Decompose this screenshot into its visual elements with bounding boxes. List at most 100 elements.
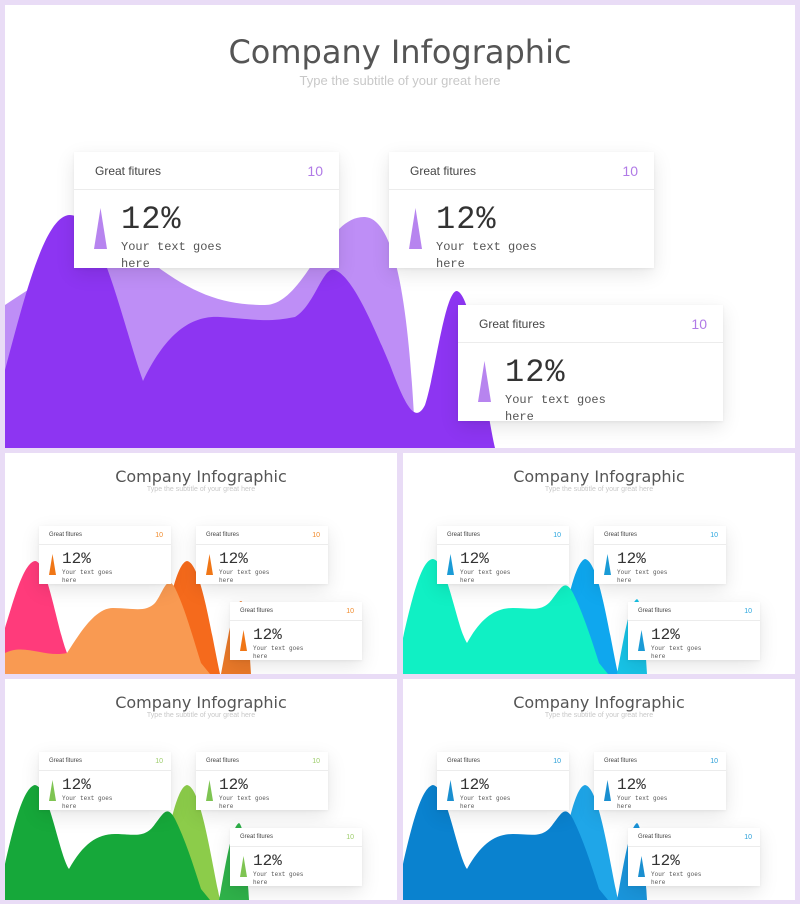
card-percent: 12% [436, 201, 497, 238]
card-label: Great fitures [49, 758, 83, 764]
card-text: Your text goes here [460, 795, 511, 810]
card-label: Great fitures [604, 532, 638, 538]
card-label: Great fitures [638, 834, 672, 840]
card-number: 10 [307, 162, 323, 179]
card-percent: 12% [617, 550, 646, 568]
card-label: Great fitures [638, 608, 672, 614]
stat-card: Great fitures 10 12% Your text goes here [628, 602, 760, 660]
wave-back [5, 561, 75, 674]
card-header: Great fitures 10 [230, 602, 362, 621]
card-label: Great fitures [95, 163, 162, 178]
card-text: Your text goes here [651, 645, 702, 660]
slide-subtitle: Type the subtitle of your great here [299, 73, 501, 88]
card-number: 10 [553, 757, 561, 765]
card-number: 10 [744, 607, 752, 615]
triangle-marker-icon [49, 554, 56, 575]
card-text: Your text goes here [219, 795, 270, 810]
card-percent: 12% [651, 626, 680, 644]
slide-blue: Company Infographic Type the subtitle of… [403, 679, 795, 900]
card-number: 10 [691, 315, 707, 332]
card-header: Great fitures 10 [628, 828, 760, 847]
card-number: 10 [744, 833, 752, 841]
card-header: Great fitures 10 [458, 305, 723, 343]
card-number: 10 [155, 531, 163, 539]
stat-card: Great fitures 10 12% Your text goes here [74, 152, 339, 271]
card-percent: 12% [460, 776, 489, 794]
card-number: 10 [312, 531, 320, 539]
slide-subtitle: Type the subtitle of your great here [544, 712, 654, 719]
triangle-marker-icon [94, 208, 107, 249]
slide-subtitle: Type the subtitle of your great here [146, 486, 256, 493]
card-percent: 12% [253, 852, 282, 870]
slide-title: Company Infographic [115, 467, 287, 486]
slide-subtitle: Type the subtitle of your great here [146, 712, 256, 719]
card-percent: 12% [460, 550, 489, 568]
card-percent: 12% [219, 776, 248, 794]
card-text: Your text goes here [505, 393, 606, 424]
card-label: Great fitures [240, 834, 274, 840]
stat-card: Great fitures 10 12% Your text goes here [196, 752, 328, 810]
triangle-marker-icon [206, 780, 213, 801]
triangle-marker-icon [604, 554, 611, 575]
wave-front [403, 559, 608, 674]
card-number: 10 [553, 531, 561, 539]
stat-card: Great fitures 10 12% Your text goes here [594, 526, 726, 584]
triangle-marker-icon [206, 554, 213, 575]
slide-cyan: Company Infographic Type the subtitle of… [403, 453, 795, 674]
card-header: Great fitures 10 [628, 602, 760, 621]
card-text: Your text goes here [651, 871, 702, 886]
slide-orange: Company Infographic Type the subtitle of… [5, 453, 397, 674]
card-header: Great fitures 10 [594, 752, 726, 771]
stat-card: Great fitures 10 12% Your text goes here [230, 602, 362, 660]
card-header: Great fitures 10 [196, 526, 328, 545]
card-percent: 12% [62, 550, 91, 568]
card-header: Great fitures 10 [389, 152, 654, 190]
card-number: 10 [312, 757, 320, 765]
card-header: Great fitures 10 [39, 526, 171, 545]
card-label: Great fitures [447, 758, 481, 764]
card-text: Your text goes here [62, 795, 113, 810]
stat-card: Great fitures 10 12% Your text goes here [196, 526, 328, 584]
stat-card: Great fitures 10 12% Your text goes here [437, 526, 569, 584]
card-text: Your text goes here [253, 871, 304, 886]
stat-card: Great fitures 10 12% Your text goes here [39, 526, 171, 584]
card-header: Great fitures 10 [196, 752, 328, 771]
card-header: Great fitures 10 [594, 526, 726, 545]
card-header: Great fitures 10 [74, 152, 339, 190]
card-percent: 12% [121, 201, 182, 238]
card-text: Your text goes here [121, 240, 222, 271]
card-number: 10 [622, 162, 638, 179]
stat-card: Great fitures 10 12% Your text goes here [594, 752, 726, 810]
card-label: Great fitures [240, 608, 274, 614]
card-percent: 12% [651, 852, 680, 870]
triangle-marker-icon [240, 856, 247, 877]
wave-front [5, 785, 210, 900]
slide-main: Company Infographic Type the subtitle of… [5, 5, 795, 448]
triangle-marker-icon [604, 780, 611, 801]
wave-front [5, 582, 210, 674]
card-number: 10 [346, 833, 354, 841]
card-label: Great fitures [604, 758, 638, 764]
card-header: Great fitures 10 [230, 828, 362, 847]
triangle-marker-icon [49, 780, 56, 801]
triangle-marker-icon [447, 780, 454, 801]
card-label: Great fitures [410, 163, 477, 178]
card-text: Your text goes here [62, 569, 113, 584]
wave-chart [5, 215, 495, 448]
triangle-marker-icon [638, 856, 645, 877]
triangle-marker-icon [447, 554, 454, 575]
stat-card: Great fitures 10 12% Your text goes here [628, 828, 760, 886]
slide-green: Company Infographic Type the subtitle of… [5, 679, 397, 900]
card-number: 10 [155, 757, 163, 765]
card-header: Great fitures 10 [39, 752, 171, 771]
triangle-marker-icon [409, 208, 422, 249]
card-number: 10 [710, 531, 718, 539]
card-text: Your text goes here [219, 569, 270, 584]
card-text: Your text goes here [617, 569, 668, 584]
card-label: Great fitures [479, 316, 546, 331]
card-percent: 12% [617, 776, 646, 794]
triangle-marker-icon [638, 630, 645, 651]
card-percent: 12% [219, 550, 248, 568]
card-number: 10 [346, 607, 354, 615]
wave-front [403, 785, 608, 900]
